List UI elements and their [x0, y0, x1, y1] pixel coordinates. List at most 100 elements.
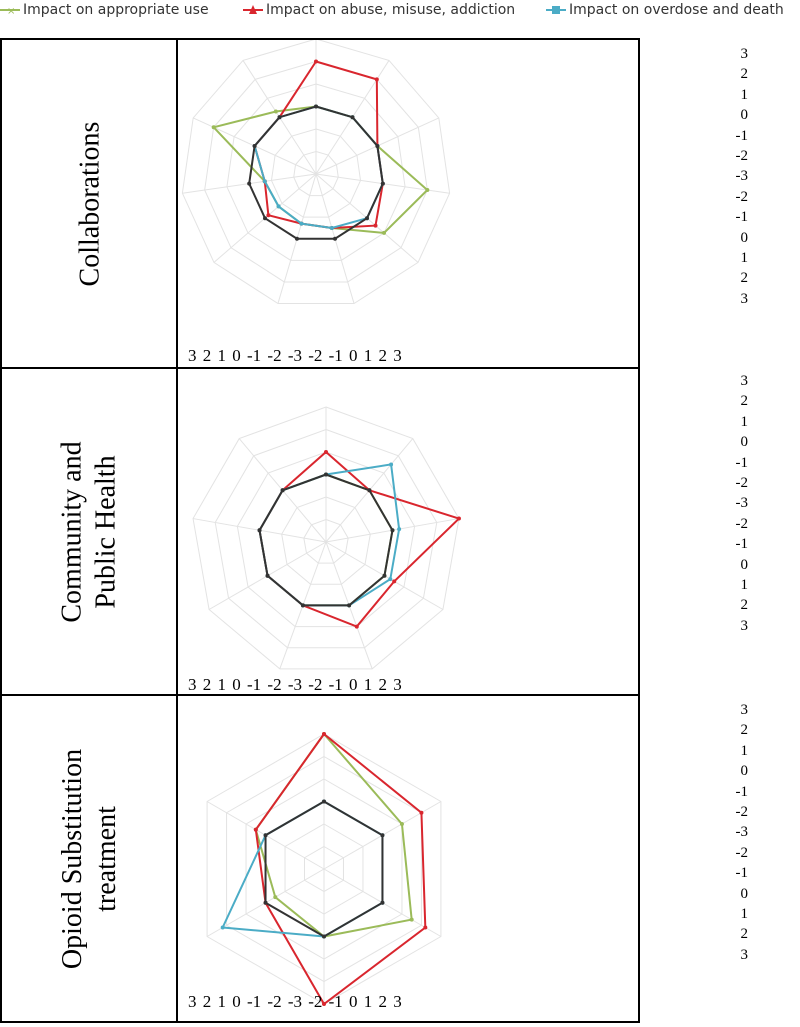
radar-point — [380, 181, 385, 186]
radar-point — [382, 230, 387, 235]
table-border-left — [0, 38, 2, 1023]
radar-series-baseline — [258, 473, 394, 607]
vertical-tick-label: 2 — [740, 270, 749, 287]
vertical-tick-label: 0 — [740, 763, 749, 780]
chart-table: Collaborations Community and Public Healt… — [0, 38, 748, 1023]
radar-series-baseline — [248, 105, 384, 240]
radar-point — [423, 925, 428, 930]
radar-point — [354, 624, 359, 629]
radar-grid-ring — [181, 40, 451, 305]
radar-chart-collaborations: 3 2 1 0 -1 -2 -3 -2 -1 0 1 2 3 3 2 1 0 -1 -2 -3 -2 -… — [178, 40, 748, 367]
vertical-tick-label: -2 — [735, 844, 749, 861]
vertical-tick-label: 3 — [740, 702, 749, 718]
radar-series-1 — [254, 732, 427, 1006]
radar-grid-ring — [214, 428, 438, 649]
row-label-line: Opioid Substitution — [57, 748, 88, 969]
row-label-line: treatment — [91, 805, 122, 912]
radar-grid-ring — [204, 60, 428, 283]
radar-point — [397, 527, 402, 532]
radar-point — [380, 833, 385, 838]
chart-legend: × Impact on appropriate use Impact on ab… — [0, 0, 800, 22]
radar-svg-community-public-health — [192, 406, 461, 670]
radar-point — [322, 934, 326, 939]
radar-point — [262, 216, 267, 221]
vertical-tick-label: -1 — [735, 536, 749, 553]
radar-point — [273, 109, 278, 114]
vertical-tick-label: 1 — [740, 249, 749, 266]
radar-point — [392, 579, 397, 584]
vertical-tick-label: 1 — [740, 413, 749, 430]
radar-point — [382, 573, 387, 578]
table-border-bottom — [0, 1021, 640, 1023]
radar-grid-ring — [293, 150, 339, 197]
radar-svg-opioid-substitution — [206, 732, 442, 1006]
table-border-right — [638, 38, 640, 1023]
vertical-tick-label: -1 — [735, 209, 749, 226]
radar-point — [373, 223, 378, 228]
radar-point — [247, 181, 252, 186]
radar-point — [262, 179, 267, 184]
vertical-tick-label: 0 — [740, 434, 749, 451]
legend-label: Impact on overdose and death — [569, 2, 784, 18]
horizontal-tick-labels: 3 2 1 0 -1 -2 -3 -2 -1 0 1 2 3 — [188, 992, 402, 1011]
vertical-tick-label: 0 — [740, 885, 749, 902]
vertical-tick-label: -2 — [735, 188, 749, 205]
table-divider-2 — [0, 694, 640, 696]
radar-point — [266, 213, 271, 218]
horizontal-tick-labels: 3 2 1 0 -1 -2 -3 -2 -1 0 1 2 3 — [188, 675, 402, 694]
radar-point — [280, 488, 285, 493]
vertical-tick-label: -3 — [735, 824, 749, 841]
radar-point — [365, 216, 370, 221]
radar-point — [367, 488, 372, 493]
vertical-tick-label: 3 — [740, 617, 749, 634]
table-column-divider — [176, 38, 178, 1023]
radar-grid-ring — [281, 496, 371, 585]
radar-point — [399, 822, 404, 826]
radar-point — [273, 895, 278, 900]
radar-grid-ring — [192, 406, 460, 670]
radar-point — [350, 115, 355, 120]
radar-point — [390, 528, 395, 533]
row-label-collaborations: Collaborations — [2, 40, 178, 367]
radar-point — [263, 900, 268, 905]
radar-point — [276, 204, 281, 209]
radar-point — [374, 77, 379, 82]
vertical-tick-label: 2 — [740, 66, 749, 83]
legend-label: Impact on abuse, misuse, addiction — [266, 2, 516, 18]
radar-point — [314, 59, 318, 64]
radar-point — [299, 221, 304, 226]
vertical-tick-label: -2 — [735, 515, 749, 532]
vertical-tick-label: 1 — [740, 742, 749, 759]
radar-point — [324, 472, 328, 477]
vertical-tick-label: 2 — [740, 597, 749, 614]
radar-point — [314, 104, 318, 109]
radar-point — [277, 115, 282, 120]
radar-grid-ring — [270, 128, 362, 218]
radar-chart-community-public-health: 3 2 1 0 -1 -2 -3 -2 -1 0 1 2 3 3 2 1 0 -1 -2 -3 -2 -… — [178, 369, 748, 694]
vertical-tick-labels: 3 2 1 0 -1 -2 -3 -2 -1 0 1 2 3 — [718, 700, 749, 965]
radar-point — [263, 833, 268, 838]
table-border-top — [0, 38, 640, 40]
horizontal-tick-labels: 3 2 1 0 -1 -2 -3 -2 -1 0 1 2 3 — [188, 346, 402, 365]
radar-point — [388, 577, 393, 582]
legend-marker-blue-icon — [546, 6, 566, 14]
row-label-community-public-health: Community and Public Health — [2, 369, 178, 694]
vertical-tick-label: 3 — [740, 373, 749, 389]
radar-point — [333, 236, 338, 241]
radar-point — [380, 900, 385, 905]
table-divider-1 — [0, 367, 640, 369]
radar-point — [322, 799, 326, 804]
legend-item-appropriate-use: × Impact on appropriate use — [0, 2, 209, 18]
radar-point — [257, 528, 262, 533]
legend-label: Impact on appropriate use — [23, 2, 209, 18]
vertical-tick-label: -2 — [735, 474, 749, 491]
row-label-line: Community and — [57, 440, 89, 623]
row-label-line: Public Health — [91, 454, 123, 609]
vertical-tick-label: -3 — [735, 495, 749, 512]
radar-point — [389, 462, 394, 467]
vertical-tick-label: -2 — [735, 803, 749, 820]
radar-point — [425, 188, 430, 193]
radar-point — [347, 603, 352, 608]
radar-point — [409, 917, 414, 922]
radar-point — [300, 603, 305, 608]
